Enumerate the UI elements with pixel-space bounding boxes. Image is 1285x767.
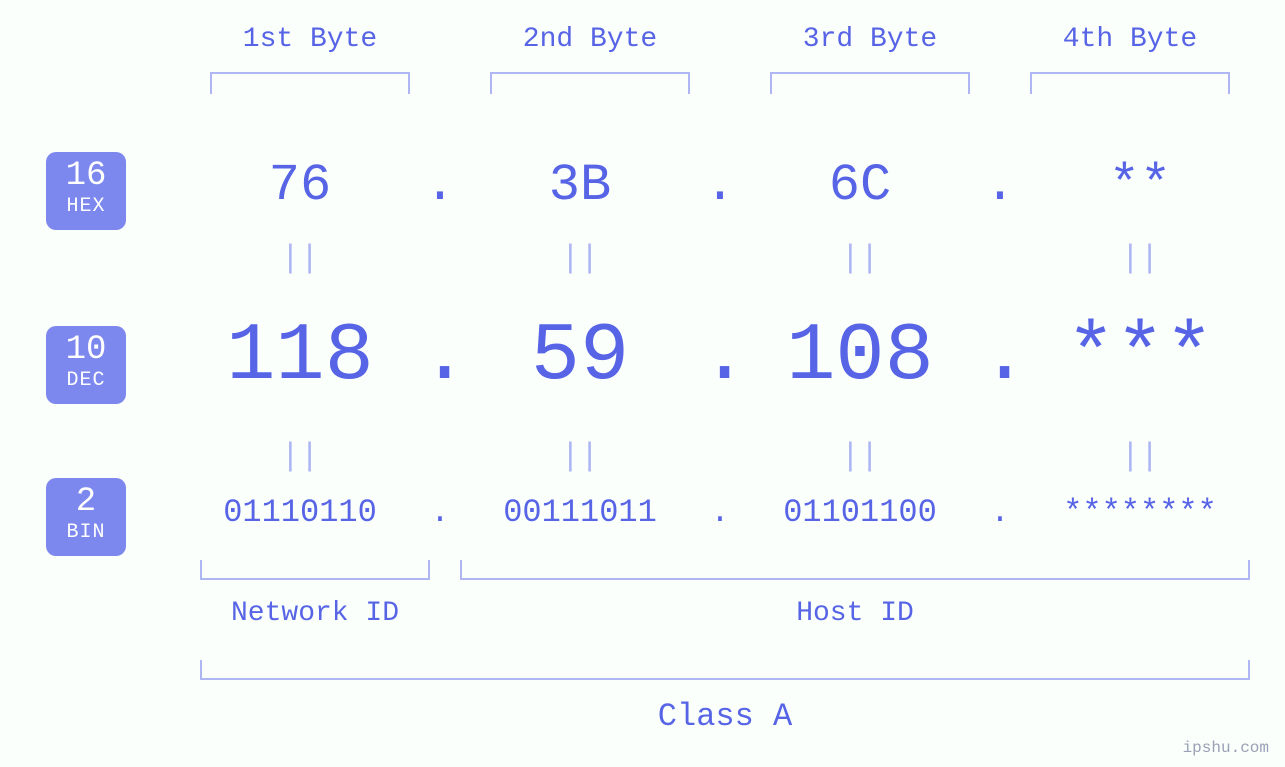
eq-row-dec-bin-eq-3: ||: [740, 438, 980, 475]
byte-label-4: 4th Byte: [1010, 24, 1250, 55]
dec-row-dot-3: .: [980, 310, 1020, 403]
bin-row-dot-2: .: [700, 494, 740, 531]
eq-row-dec-bin-eq-1: ||: [180, 438, 420, 475]
byte-bracket-top-1: [210, 72, 410, 94]
bin-row-byte-1: 01110110: [180, 494, 420, 531]
network-id-label: Network ID: [200, 598, 430, 629]
bin-row-byte-4: ********: [1020, 494, 1260, 531]
byte-bracket-top-2: [490, 72, 690, 94]
dec-row-byte-4: ***: [1020, 310, 1260, 403]
hex-row-byte-2: 3B: [460, 156, 700, 215]
eq-row-dec-bin-eq-4: ||: [1020, 438, 1260, 475]
eq-row-hex-dec-eq-1: ||: [180, 240, 420, 277]
bin-row-byte-2: 00111011: [460, 494, 700, 531]
byte-label-2: 2nd Byte: [470, 24, 710, 55]
hex-row-dot-3: .: [980, 156, 1020, 215]
eq-row-hex-dec: ||.||.||.||: [180, 240, 1260, 277]
dec-row-dot-2: .: [700, 310, 740, 403]
dec-row-byte-2: 59: [460, 310, 700, 403]
base-badge-dec-num: 10: [46, 332, 126, 368]
hex-row-byte-1: 76: [180, 156, 420, 215]
host-id-bracket: [460, 560, 1250, 580]
dec-row: 118.59.108.***: [180, 310, 1260, 403]
base-badge-hex-sub: HEX: [46, 194, 126, 220]
hex-row-dot-1: .: [420, 156, 460, 215]
byte-bracket-top-4: [1030, 72, 1230, 94]
dec-row-byte-1: 118: [180, 310, 420, 403]
bin-row-byte-3: 01101100: [740, 494, 980, 531]
base-badge-hex: 16HEX: [46, 152, 126, 230]
eq-row-hex-dec-eq-3: ||: [740, 240, 980, 277]
bin-row-dot-1: .: [420, 494, 460, 531]
bin-row-dot-3: .: [980, 494, 1020, 531]
bin-row: 01110110.00111011.01101100.********: [180, 494, 1260, 531]
hex-row: 76.3B.6C.**: [180, 156, 1260, 215]
host-id-label: Host ID: [460, 598, 1250, 629]
class-bracket: [200, 660, 1250, 680]
network-id-bracket: [200, 560, 430, 580]
byte-bracket-top-3: [770, 72, 970, 94]
eq-row-dec-bin: ||.||.||.||: [180, 438, 1260, 475]
base-badge-bin: 2BIN: [46, 478, 126, 556]
base-badge-dec: 10DEC: [46, 326, 126, 404]
dec-row-byte-3: 108: [740, 310, 980, 403]
hex-row-byte-3: 6C: [740, 156, 980, 215]
class-label: Class A: [200, 698, 1250, 735]
eq-row-hex-dec-eq-4: ||: [1020, 240, 1260, 277]
base-badge-bin-sub: BIN: [46, 520, 126, 546]
watermark: ipshu.com: [1183, 739, 1269, 757]
byte-label-1: 1st Byte: [190, 24, 430, 55]
hex-row-byte-4: **: [1020, 156, 1260, 215]
base-badge-hex-num: 16: [46, 158, 126, 194]
base-badge-bin-num: 2: [46, 484, 126, 520]
hex-row-dot-2: .: [700, 156, 740, 215]
eq-row-dec-bin-eq-2: ||: [460, 438, 700, 475]
eq-row-hex-dec-eq-2: ||: [460, 240, 700, 277]
byte-label-3: 3rd Byte: [750, 24, 990, 55]
dec-row-dot-1: .: [420, 310, 460, 403]
base-badge-dec-sub: DEC: [46, 368, 126, 394]
